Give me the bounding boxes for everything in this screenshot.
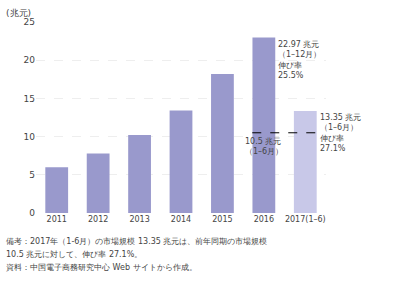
svg-text:10.5 兆元に対して、伸び率 27.1%。: 10.5 兆元に対して、伸び率 27.1%。 — [6, 250, 142, 259]
svg-text:13.35 兆元（1–6月）伸び率27.1%: 13.35 兆元（1–6月）伸び率27.1% — [320, 113, 361, 153]
svg-text:5: 5 — [29, 170, 35, 180]
svg-text:2013: 2013 — [129, 215, 149, 224]
svg-text:10: 10 — [24, 132, 36, 142]
svg-text:10.5 兆元（1–6月）: 10.5 兆元（1–6月） — [245, 137, 283, 156]
svg-text:2012: 2012 — [88, 215, 108, 224]
svg-text:2011: 2011 — [47, 215, 67, 224]
svg-text:(兆元): (兆元) — [6, 8, 31, 18]
svg-text:15: 15 — [24, 94, 35, 104]
svg-text:22.97 兆元（1–12月）伸び率25.5%: 22.97 兆元（1–12月）伸び率25.5% — [278, 40, 321, 80]
svg-text:備考：2017年（1-6月）の市場規模 13.35 兆元は、: 備考：2017年（1-6月）の市場規模 13.35 兆元は、前年同期の市場規模 — [6, 237, 267, 246]
svg-text:2015: 2015 — [212, 215, 232, 224]
svg-text:2016: 2016 — [254, 215, 274, 224]
svg-text:資料：中国電子商務研究中心 Web サイトから作成。: 資料：中国電子商務研究中心 Web サイトから作成。 — [6, 263, 197, 272]
svg-text:2014: 2014 — [171, 215, 191, 224]
svg-text:20: 20 — [24, 55, 36, 65]
svg-text:25: 25 — [24, 17, 35, 27]
svg-text:2017(1–6): 2017(1–6) — [285, 215, 326, 224]
svg-text:0: 0 — [29, 208, 35, 218]
